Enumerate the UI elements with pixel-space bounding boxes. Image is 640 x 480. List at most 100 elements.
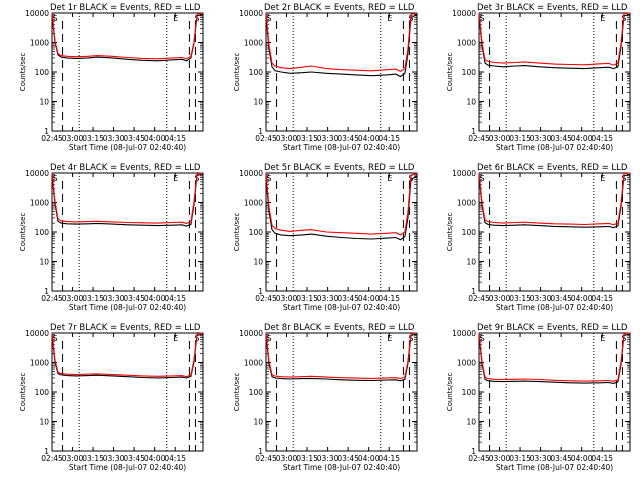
event-marker-s: S bbox=[479, 334, 484, 343]
event-marker-e: E bbox=[600, 174, 605, 183]
x-tick-label: 03:15 bbox=[509, 294, 531, 303]
series-line-events bbox=[51, 333, 204, 379]
y-tick-label: 100 bbox=[249, 68, 264, 77]
x-tick-label: 04:15 bbox=[378, 454, 400, 463]
x-tick-label: 03:00 bbox=[276, 134, 298, 143]
x-tick-label: 04:15 bbox=[378, 134, 400, 143]
y-tick-label: 1 bbox=[44, 447, 49, 456]
event-marker-e: E bbox=[387, 334, 392, 343]
x-tick-label: 04:00 bbox=[144, 134, 166, 143]
x-tick-label: 03:30 bbox=[530, 294, 552, 303]
x-tick-label: 03:30 bbox=[530, 134, 552, 143]
x-tick-label: 03:00 bbox=[276, 294, 298, 303]
x-tick-label: 04:00 bbox=[144, 454, 166, 463]
x-tick-label: 04:00 bbox=[358, 294, 380, 303]
y-tick-label: 1000 bbox=[244, 39, 263, 48]
y-tick-label: 10000 bbox=[25, 169, 49, 178]
x-tick-label: 02:45 bbox=[41, 294, 63, 303]
x-tick-label: 04:00 bbox=[571, 454, 593, 463]
chart-panel-4: Det 4r BLACK = Events, RED = LLD 1 10 100 10… bbox=[19, 163, 204, 312]
series-line-events bbox=[51, 173, 204, 227]
x-tick-label: 03:45 bbox=[337, 134, 359, 143]
x-tick-label: 04:00 bbox=[358, 134, 380, 143]
y-tick-label: 1000 bbox=[457, 359, 476, 368]
y-tick-label: 10000 bbox=[239, 169, 263, 178]
chart-panel-7: Det 7r BLACK = Events, RED = LLD 1 10 100 10… bbox=[19, 323, 204, 472]
y-axis-label: Counts/sec bbox=[233, 373, 241, 412]
event-marker-e: E bbox=[600, 14, 605, 23]
y-tick-label: 1000 bbox=[244, 359, 263, 368]
y-tick-label: 1 bbox=[258, 287, 263, 296]
event-marker-s: S bbox=[52, 14, 57, 23]
y-tick-label: 10 bbox=[253, 258, 263, 267]
y-tick-label: 10 bbox=[253, 418, 263, 427]
y-tick-label: 1000 bbox=[244, 199, 263, 208]
event-marker-e: E bbox=[387, 174, 392, 183]
x-tick-label: 03:15 bbox=[296, 454, 318, 463]
x-tick-label: 03:45 bbox=[123, 134, 145, 143]
y-axis-label: Counts/sec bbox=[233, 53, 241, 92]
chart-title: Det 5r BLACK = Events, RED = LLD bbox=[264, 163, 415, 173]
y-axis-label: Counts/sec bbox=[19, 53, 27, 92]
x-tick-label: 03:30 bbox=[317, 134, 339, 143]
chart-title: Det 3r BLACK = Events, RED = LLD bbox=[477, 3, 628, 13]
x-tick-label: 03:30 bbox=[103, 134, 125, 143]
x-axis-label: Start Time (08-Jul-07 02:40:40) bbox=[69, 303, 186, 312]
event-marker-s: S bbox=[266, 174, 271, 183]
y-axis-label: Counts/sec bbox=[19, 213, 27, 252]
y-tick-label: 10000 bbox=[25, 9, 49, 18]
event-marker-s: S bbox=[479, 174, 484, 183]
event-marker-s: S bbox=[52, 334, 57, 343]
y-tick-label: 10 bbox=[466, 418, 476, 427]
x-tick-label: 03:15 bbox=[82, 454, 104, 463]
x-tick-label: 03:15 bbox=[82, 134, 104, 143]
x-axis-label: Start Time (08-Jul-07 02:40:40) bbox=[496, 463, 613, 472]
x-tick-label: 03:45 bbox=[337, 454, 359, 463]
y-tick-label: 100 bbox=[462, 388, 477, 397]
chart-title: Det 1r BLACK = Events, RED = LLD bbox=[50, 3, 201, 13]
y-tick-label: 10000 bbox=[452, 9, 476, 18]
series-line-events bbox=[265, 175, 418, 241]
x-tick-label: 03:45 bbox=[550, 134, 572, 143]
series-line-events bbox=[51, 13, 204, 62]
chart-title: Det 2r BLACK = Events, RED = LLD bbox=[264, 3, 415, 13]
y-tick-label: 1 bbox=[44, 287, 49, 296]
x-tick-label: 04:00 bbox=[571, 134, 593, 143]
y-axis-label: Counts/sec bbox=[19, 373, 27, 412]
chart-title: Det 7r BLACK = Events, RED = LLD bbox=[50, 323, 201, 333]
chart-panel-1: Det 1r BLACK = Events, RED = LLD 1 10 100 10… bbox=[19, 3, 204, 152]
y-axis-label: Counts/sec bbox=[233, 213, 241, 252]
x-tick-label: 02:45 bbox=[468, 134, 490, 143]
chart-title: Det 4r BLACK = Events, RED = LLD bbox=[50, 163, 201, 173]
series-line-lld bbox=[51, 12, 204, 60]
x-tick-label: 04:15 bbox=[591, 294, 613, 303]
chart-panel-9: Det 9r BLACK = Events, RED = LLD 1 10 100 10… bbox=[446, 323, 631, 472]
y-tick-label: 10000 bbox=[452, 329, 476, 338]
plot-frame bbox=[51, 332, 204, 452]
series-line-lld bbox=[265, 12, 418, 73]
series-line-lld bbox=[478, 332, 631, 382]
y-axis-label: Counts/sec bbox=[446, 373, 454, 412]
series-line-events bbox=[265, 13, 418, 78]
x-tick-label: 02:45 bbox=[41, 454, 63, 463]
y-tick-label: 100 bbox=[35, 388, 50, 397]
y-tick-label: 100 bbox=[249, 228, 264, 237]
event-marker-e: E bbox=[173, 334, 178, 343]
y-tick-label: 100 bbox=[249, 388, 264, 397]
y-tick-label: 100 bbox=[35, 68, 50, 77]
series-line-events bbox=[478, 173, 631, 229]
series-line-lld bbox=[478, 12, 631, 66]
series-line-lld bbox=[265, 332, 418, 380]
plot-frame bbox=[478, 332, 631, 452]
x-tick-label: 03:15 bbox=[82, 294, 104, 303]
y-tick-label: 10 bbox=[39, 98, 49, 107]
x-tick-label: 04:00 bbox=[144, 294, 166, 303]
event-marker-s: S bbox=[266, 14, 271, 23]
chart-panel-8: Det 8r BLACK = Events, RED = LLD 1 10 100 10… bbox=[233, 323, 418, 472]
x-tick-label: 03:45 bbox=[550, 294, 572, 303]
x-tick-label: 02:45 bbox=[468, 294, 490, 303]
x-tick-label: 03:45 bbox=[123, 294, 145, 303]
chart-panel-3: Det 3r BLACK = Events, RED = LLD 1 10 100 10… bbox=[446, 3, 631, 152]
y-axis-label: Counts/sec bbox=[446, 53, 454, 92]
